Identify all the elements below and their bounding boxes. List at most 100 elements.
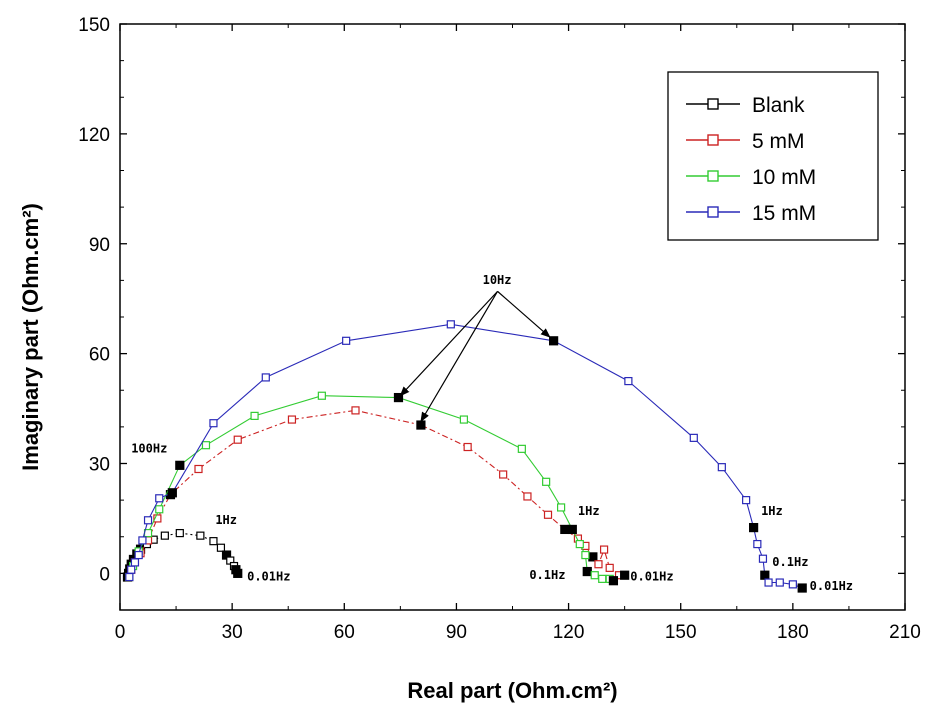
data-point bbox=[351, 406, 360, 415]
x-tick-label: 60 bbox=[334, 622, 355, 643]
data-point bbox=[155, 505, 164, 514]
data-point bbox=[175, 528, 184, 538]
data-point bbox=[594, 560, 603, 569]
x-tick-label: 150 bbox=[665, 622, 697, 643]
data-point bbox=[499, 470, 508, 479]
data-point bbox=[717, 463, 726, 472]
data-point bbox=[556, 503, 566, 512]
series-layer bbox=[122, 320, 807, 593]
data-point bbox=[797, 583, 807, 593]
x-tick-label: 210 bbox=[889, 622, 921, 643]
data-point bbox=[138, 536, 147, 545]
data-point bbox=[543, 510, 553, 519]
x-tick-label: 0 bbox=[115, 622, 126, 643]
data-point bbox=[416, 420, 426, 430]
data-point bbox=[523, 492, 532, 501]
data-point bbox=[581, 550, 590, 560]
data-point bbox=[742, 496, 751, 505]
data-point bbox=[459, 415, 469, 424]
x-tick-label: 90 bbox=[446, 622, 467, 643]
data-point bbox=[261, 373, 270, 382]
legend-marker bbox=[707, 98, 719, 110]
data-point bbox=[575, 539, 584, 549]
data-point bbox=[599, 545, 609, 554]
series-line bbox=[128, 409, 625, 578]
legend-label: Blank bbox=[752, 94, 805, 117]
legend-item: 5 mM bbox=[686, 130, 805, 153]
frequency-annotation: 1Hz bbox=[761, 504, 783, 518]
series-2 bbox=[125, 391, 619, 586]
data-point bbox=[567, 524, 577, 535]
y-tick-label: 90 bbox=[89, 235, 110, 256]
data-point bbox=[160, 531, 169, 540]
x-tick-label: 30 bbox=[222, 622, 243, 643]
data-point bbox=[317, 391, 326, 400]
data-point bbox=[753, 539, 762, 549]
frequency-annotation: 0.1Hz bbox=[529, 568, 565, 582]
data-point bbox=[167, 488, 177, 498]
data-point bbox=[689, 433, 698, 442]
data-point bbox=[760, 570, 770, 580]
data-point bbox=[127, 565, 136, 574]
frequency-annotation: 0.01Hz bbox=[810, 579, 853, 593]
data-point bbox=[233, 568, 243, 578]
frequency-annotation: 1Hz bbox=[215, 513, 237, 527]
legend-item: 10 mM bbox=[686, 166, 816, 189]
data-point bbox=[463, 442, 472, 452]
legend-label: 10 mM bbox=[752, 166, 816, 189]
frequency-annotation: 0.01Hz bbox=[247, 570, 290, 584]
data-point bbox=[605, 563, 614, 572]
data-point bbox=[517, 444, 526, 453]
data-point bbox=[175, 460, 185, 470]
data-point bbox=[764, 578, 773, 587]
data-point bbox=[620, 570, 630, 580]
frequency-annotation: 0.01Hz bbox=[630, 570, 673, 584]
data-point bbox=[758, 554, 768, 563]
data-point bbox=[788, 580, 797, 589]
data-point bbox=[624, 376, 633, 386]
plot-axes: 0 30 60 90 120 150 180 210 0 30 60 90 120 150 bbox=[78, 15, 921, 643]
data-point bbox=[196, 531, 205, 540]
data-point bbox=[560, 524, 570, 535]
series-line bbox=[128, 323, 803, 589]
x-tick-label: 180 bbox=[777, 622, 809, 643]
legend: Blank 5 mM 10 mM 15 mM bbox=[667, 71, 879, 241]
legend-label: 5 mM bbox=[752, 130, 805, 153]
frequency-annotation: 10Hz bbox=[483, 273, 512, 287]
annotation-arrow bbox=[399, 290, 498, 397]
data-point bbox=[342, 336, 351, 345]
data-point bbox=[125, 572, 134, 582]
data-point bbox=[201, 441, 211, 450]
data-point bbox=[608, 576, 619, 586]
legend-item: Blank bbox=[686, 94, 805, 117]
data-point bbox=[233, 435, 242, 444]
data-point bbox=[582, 566, 592, 577]
y-tick-label: 120 bbox=[78, 125, 110, 146]
data-point bbox=[194, 464, 203, 474]
data-point bbox=[393, 392, 404, 403]
data-point bbox=[209, 419, 218, 428]
data-point bbox=[749, 522, 759, 533]
data-point bbox=[250, 411, 259, 420]
data-point bbox=[153, 514, 162, 523]
y-tick-label: 0 bbox=[99, 564, 110, 585]
y-tick-label: 60 bbox=[89, 345, 110, 366]
frequency-annotation: 1Hz bbox=[578, 504, 600, 518]
annotation-arrow bbox=[497, 290, 551, 338]
x-tick-label: 120 bbox=[553, 622, 585, 643]
data-point bbox=[775, 578, 784, 587]
y-tick-label: 30 bbox=[89, 455, 110, 476]
data-point bbox=[143, 516, 153, 525]
legend-marker bbox=[707, 134, 719, 146]
legend-item: 15 mM bbox=[686, 202, 816, 225]
data-point bbox=[588, 552, 598, 562]
series-line bbox=[128, 395, 614, 582]
data-point bbox=[590, 571, 599, 580]
data-point bbox=[549, 336, 559, 346]
data-point bbox=[209, 537, 218, 546]
series-3 bbox=[125, 320, 807, 593]
data-point bbox=[130, 558, 140, 567]
frequency-annotation: 100Hz bbox=[131, 442, 167, 456]
